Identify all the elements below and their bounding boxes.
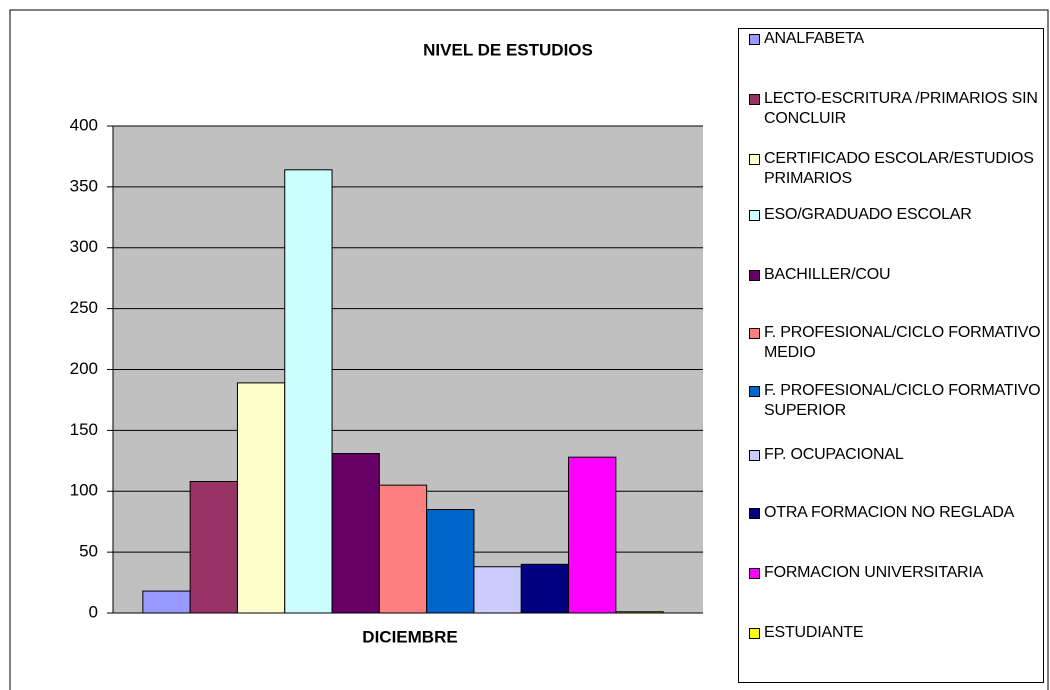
legend-swatch — [749, 154, 760, 165]
x-tick-label: DICIEMBRE — [362, 627, 457, 646]
y-tick-label: 400 — [70, 115, 98, 134]
legend-label: BACHILLER/COU — [764, 266, 891, 283]
legend-label: OTRA FORMACION NO REGLADA — [764, 504, 1015, 521]
legend-entry: FP. OCUPACIONAL — [749, 445, 1041, 465]
legend-swatch — [749, 386, 760, 397]
legend-swatch — [749, 568, 760, 579]
legend-entry: F. PROFESIONAL/CICLO FORMATIVO SUPERIOR — [749, 381, 1041, 421]
legend-swatch — [749, 94, 760, 105]
legend-swatch — [749, 328, 760, 339]
y-tick-label: 250 — [70, 298, 98, 317]
legend-label: CERTIFICADO ESCOLAR/ESTUDIOS PRIMARIOS — [764, 150, 1034, 187]
legend-entry: ESO/GRADUADO ESCOLAR — [749, 205, 1041, 225]
y-tick-label: 350 — [70, 176, 98, 195]
bar — [426, 509, 475, 614]
legend: ANALFABETA LECTO-ESCRITURA /PRIMARIOS SIN… — [738, 28, 1044, 683]
legend-entry: ANALFABETA — [749, 29, 1041, 49]
legend-entry: OTRA FORMACION NO REGLADA — [749, 503, 1041, 523]
legend-label: ANALFABETA — [764, 30, 864, 47]
bar — [142, 590, 191, 614]
y-tick-label: 150 — [70, 420, 98, 439]
legend-label: FP. OCUPACIONAL — [764, 446, 904, 463]
legend-label: F. PROFESIONAL/CICLO FORMATIVO MEDIO — [764, 324, 1041, 361]
bar — [520, 563, 570, 614]
y-tick-label: 100 — [70, 481, 98, 500]
legend-label: ESTUDIANTE — [764, 624, 864, 641]
legend-swatch — [749, 508, 760, 519]
legend-swatch — [749, 270, 760, 281]
y-tick-label: 0 — [89, 602, 98, 621]
bar — [473, 566, 522, 614]
legend-label: F. PROFESIONAL/CICLO FORMATIVO SUPERIOR — [764, 382, 1041, 419]
legend-entry: CERTIFICADO ESCOLAR/ESTUDIOS PRIMARIOS — [749, 149, 1041, 189]
chart-title: NIVEL DE ESTUDIOS — [423, 40, 593, 59]
legend-swatch — [749, 450, 760, 461]
bar — [189, 481, 238, 614]
bar — [331, 453, 380, 614]
legend-entry: LECTO-ESCRITURA /PRIMARIOS SIN CONCLUIR — [749, 89, 1041, 129]
y-tick-label: 50 — [79, 542, 98, 561]
bar — [378, 484, 428, 614]
bar — [284, 169, 333, 614]
legend-swatch — [749, 210, 760, 221]
legend-entry: F. PROFESIONAL/CICLO FORMATIVO MEDIO — [749, 323, 1041, 363]
legend-swatch — [749, 34, 760, 45]
bar — [236, 382, 286, 614]
legend-swatch — [749, 628, 760, 639]
y-tick-label: 300 — [70, 237, 98, 256]
y-tick-label: 200 — [70, 359, 98, 378]
legend-label: ESO/GRADUADO ESCOLAR — [764, 206, 972, 223]
legend-entry: ESTUDIANTE — [749, 623, 1041, 643]
legend-label: FORMACION UNIVERSITARIA — [764, 564, 984, 581]
chart-border — [9, 9, 1049, 690]
legend-entry: BACHILLER/COU — [749, 265, 1041, 285]
bar — [568, 456, 617, 614]
bar — [615, 611, 664, 614]
legend-label: LECTO-ESCRITURA /PRIMARIOS SIN CONCLUIR — [764, 90, 1038, 127]
legend-entry: FORMACION UNIVERSITARIA — [749, 563, 1041, 583]
